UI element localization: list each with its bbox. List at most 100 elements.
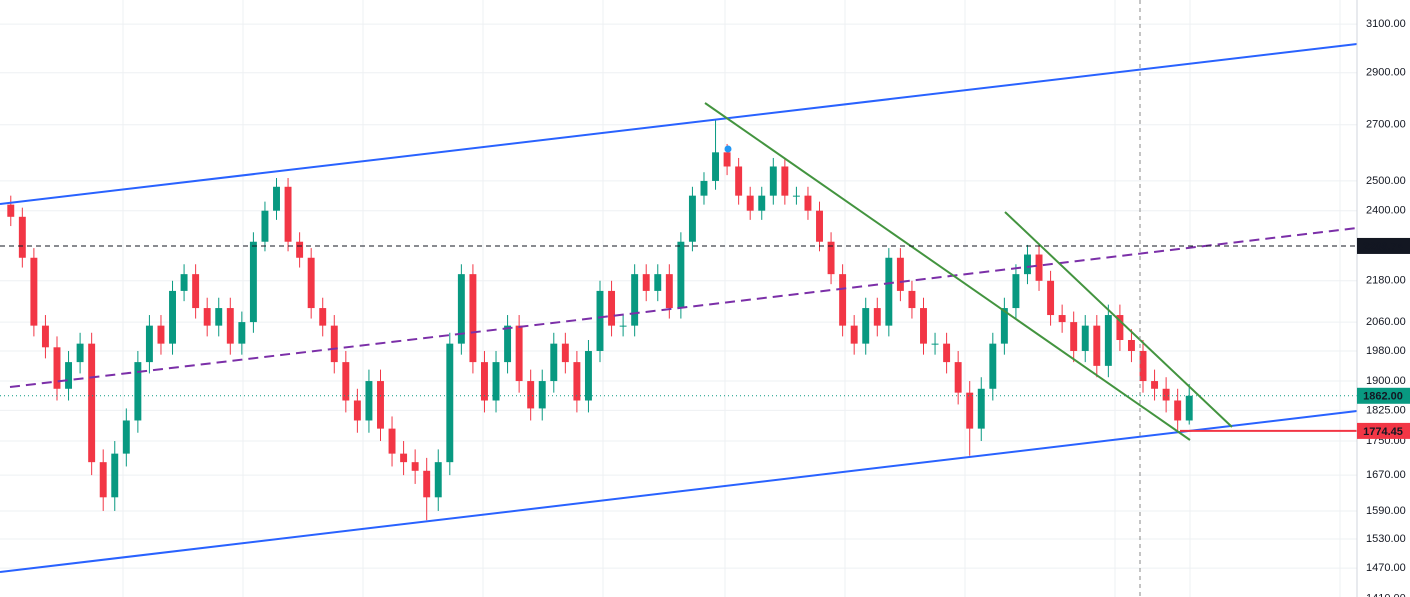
candle-body [342,362,350,401]
candle-body [18,216,26,258]
candle-body [1104,315,1112,366]
candle-body [712,152,719,181]
y-tick-label: 2180.00 [1366,275,1406,287]
candle-body [954,362,962,393]
candle-body [827,241,835,275]
candle-body [758,195,766,211]
candle-body [145,325,153,363]
y-tick-label: 2060.00 [1366,316,1406,328]
candle-body [469,274,477,363]
candle-body [30,257,38,326]
candle-body [180,274,188,291]
drawings [0,0,1358,597]
candle-body [192,274,200,309]
candle-body [1012,274,1020,309]
y-tick-label: 1470.00 [1366,562,1406,574]
candles [7,119,1193,521]
candle-body [619,325,627,327]
wedge-upper [1004,211,1233,428]
candle-body [1093,325,1101,366]
candle-body [76,343,84,363]
candle-body [862,308,870,344]
channel-mid [9,227,1358,388]
y-tick-label: 1900.00 [1366,375,1406,387]
candle-body [873,308,881,326]
candle-body [816,210,823,242]
candle-body [296,241,304,258]
candle-body [41,325,49,348]
candle-body [88,343,96,463]
channel-lower [0,410,1358,573]
candle-body [1139,350,1147,382]
candle-body [1185,395,1193,421]
price-label-box [1357,237,1410,254]
candle-body [1151,381,1159,389]
candle-body [966,392,974,429]
price-label: 1862.00 [1363,391,1403,403]
candle-body [457,274,465,344]
candle-body [353,400,361,421]
candle-body [1127,340,1135,351]
candle-body [642,274,650,291]
candle-body [908,290,916,309]
candle-body [53,347,61,389]
candle-body [261,210,269,242]
candle-body [481,362,488,401]
candle-body [1047,280,1055,316]
price-label-box [1357,387,1410,404]
candle-body [400,453,408,463]
y-tick-label: 1670.00 [1366,469,1406,481]
candle-body [365,381,373,421]
candle-body [249,241,257,323]
candle-body [781,166,789,196]
price-label: 2286.74 [1363,241,1404,253]
candle-body [977,388,985,429]
candle-body [65,362,73,389]
y-tick-label: 1825.00 [1366,404,1406,416]
vertical-grid [122,0,1341,597]
candle-body [1081,325,1089,351]
candle-body [584,350,592,401]
marker-dot [724,145,732,153]
candle-body [596,290,604,351]
price-label-box [1357,422,1410,439]
candle-body [377,381,384,429]
y-tick-label: 1410.00 [1366,592,1406,597]
candle-body [839,274,847,326]
candle-body [746,195,754,211]
candle-body [920,308,927,344]
candle-body [550,343,558,382]
candle-body [943,343,951,363]
candle-body [885,257,893,326]
candle-body [735,166,743,196]
candle-body [688,195,696,242]
y-tick-label: 2700.00 [1366,119,1406,131]
candle-body [538,381,546,409]
candle-body [527,381,535,409]
candle-body [215,308,223,326]
candle-body [1058,315,1066,323]
candle-body [111,453,119,498]
candle-body [434,462,442,498]
candle-body [226,308,234,344]
candle-body [1035,254,1043,281]
candle-body [608,290,616,326]
candle-body [319,308,327,326]
candle-body [1174,400,1182,421]
candle-body [411,462,419,471]
candle-body [1162,388,1170,401]
candle-body [989,343,997,389]
price-lines [0,245,1357,432]
candle-body [446,343,454,463]
candle-body [561,343,569,363]
candle-body [769,166,777,196]
candle-body [1070,322,1078,351]
candle-body [169,290,176,344]
candle-body [850,325,858,344]
candle-body [122,420,130,454]
candle-body [515,325,523,382]
candle-body [388,428,396,454]
candle-body [284,186,292,242]
candle-body [492,362,500,401]
